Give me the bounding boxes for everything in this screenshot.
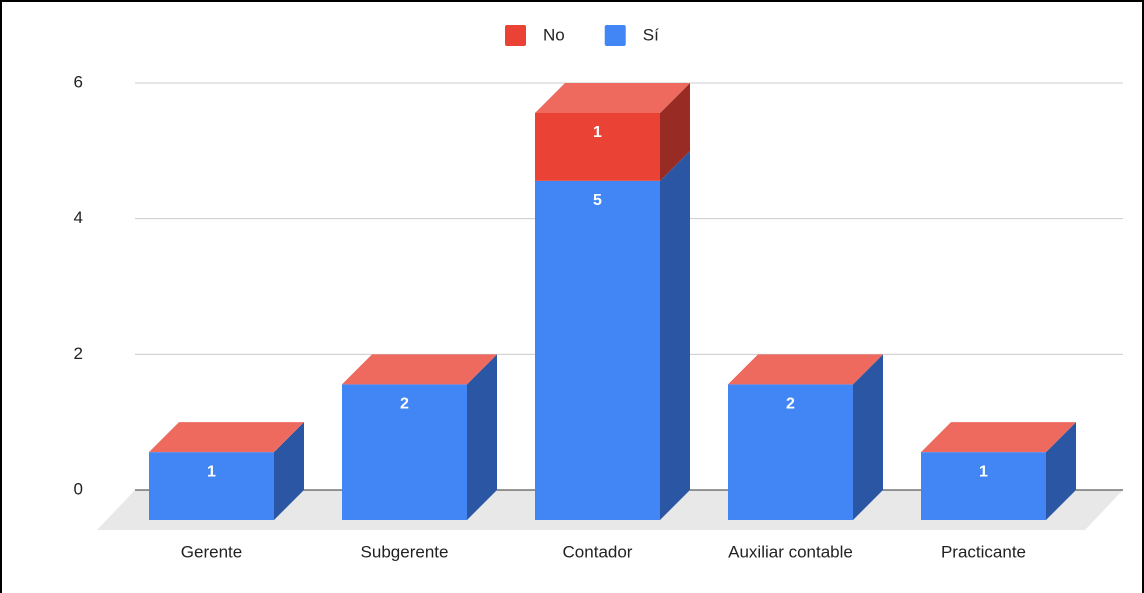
data-label: 2 xyxy=(400,396,409,413)
y-tick-label: 6 xyxy=(74,72,83,91)
bar-segment xyxy=(149,452,274,520)
bar-side xyxy=(660,83,690,181)
bar-top xyxy=(342,354,497,385)
bar-top xyxy=(921,422,1076,453)
x-tick-label: Contador xyxy=(563,542,633,561)
bar-segment xyxy=(342,384,467,520)
legend-label: Sí xyxy=(643,25,659,44)
y-tick-label: 4 xyxy=(74,208,83,227)
y-tick-label: 0 xyxy=(74,479,83,498)
bar-segment xyxy=(728,384,853,520)
data-label: 5 xyxy=(593,192,602,209)
x-tick-label: Practicante xyxy=(941,542,1026,561)
data-label: 1 xyxy=(593,124,602,141)
bar-top xyxy=(535,83,690,113)
bar-side xyxy=(1046,422,1076,520)
bar-top xyxy=(149,422,304,453)
data-label: 2 xyxy=(786,396,795,413)
y-tick-label: 2 xyxy=(74,344,83,363)
legend-swatch xyxy=(604,25,626,46)
x-tick-label: Gerente xyxy=(181,542,242,561)
legend-swatch xyxy=(505,25,526,46)
x-tick-label: Auxiliar contable xyxy=(728,542,853,561)
bar-side xyxy=(853,354,883,520)
bar-side xyxy=(660,150,690,521)
bar-segment xyxy=(535,113,660,181)
data-label: 1 xyxy=(979,463,988,480)
bar-side xyxy=(467,354,497,520)
legend-label: No xyxy=(543,25,565,44)
bar-top xyxy=(728,354,883,385)
bar-segment xyxy=(535,180,660,521)
x-tick-label: Subgerente xyxy=(361,542,449,561)
bar-segment xyxy=(921,452,1046,520)
bar-side xyxy=(274,422,304,520)
data-label: 1 xyxy=(207,463,216,480)
